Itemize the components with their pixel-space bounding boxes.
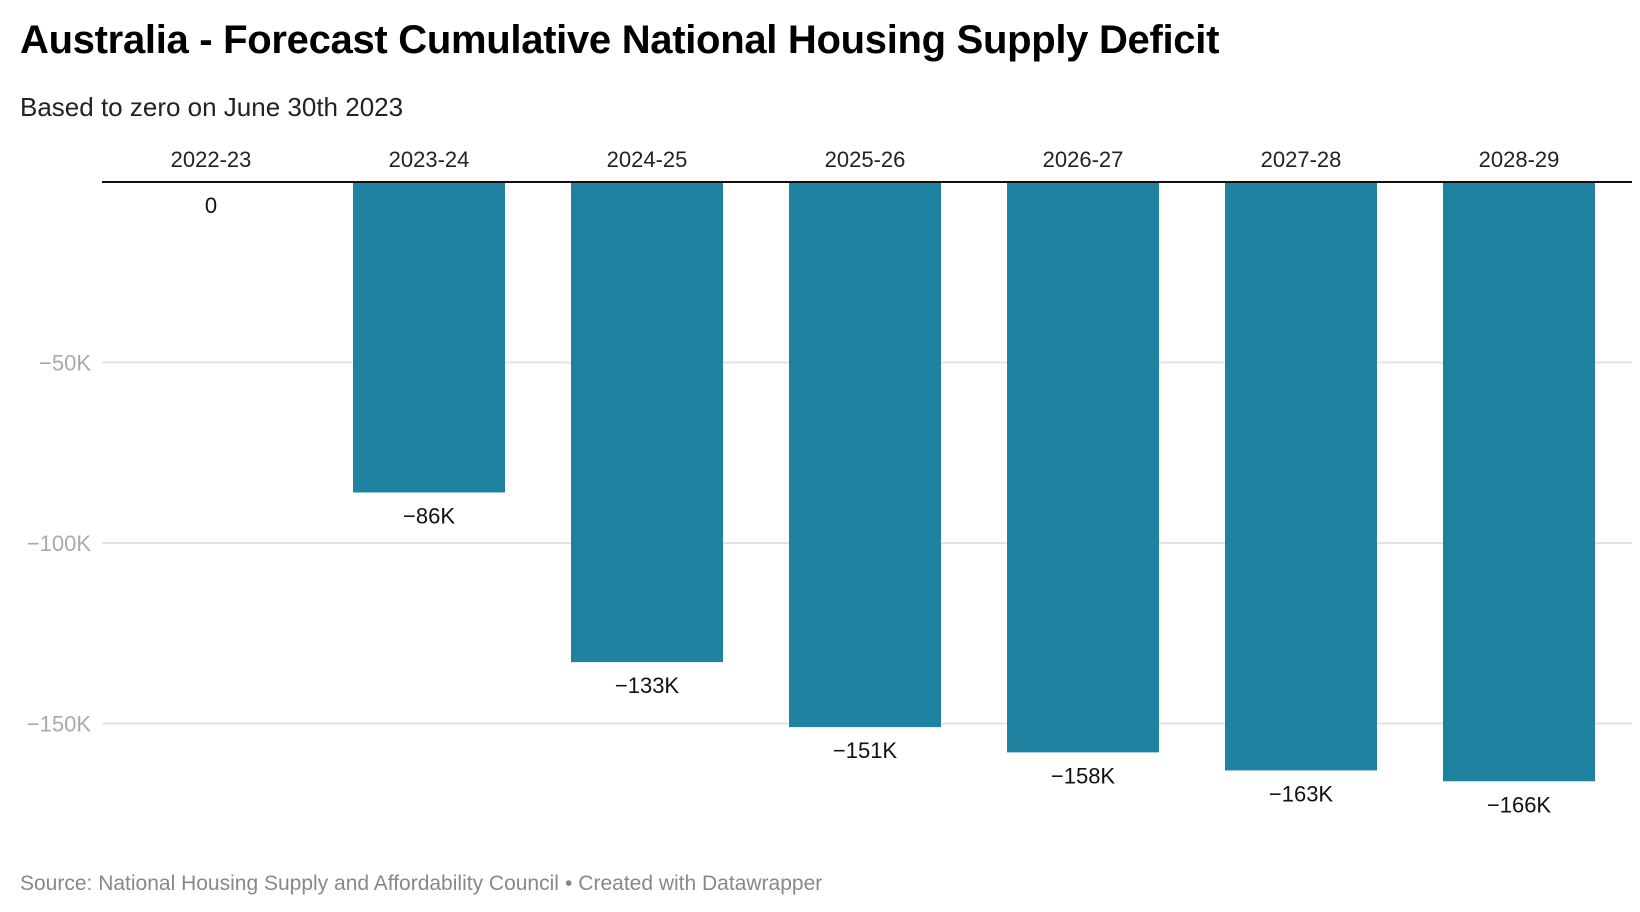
chart-footer: Source: National Housing Supply and Affo… xyxy=(20,872,822,896)
datawrapper-credit[interactable]: Created with Datawrapper xyxy=(578,872,823,895)
value-label: −163K xyxy=(1269,781,1334,806)
bar[interactable] xyxy=(1443,182,1595,782)
category-label: 2025-26 xyxy=(825,147,906,172)
bar[interactable] xyxy=(353,182,505,493)
chart-title: Australia - Forecast Cumulative National… xyxy=(20,18,1220,62)
category-label: 2022-23 xyxy=(171,147,252,172)
value-label: −133K xyxy=(615,673,680,698)
chart-subtitle: Based to zero on June 30th 2023 xyxy=(20,92,404,122)
y-tick-label: −150K xyxy=(27,712,92,737)
bar[interactable] xyxy=(1007,182,1159,753)
category-label: 2023-24 xyxy=(389,147,470,172)
bar[interactable] xyxy=(571,182,723,663)
value-label: −151K xyxy=(833,738,898,763)
category-label: 2026-27 xyxy=(1043,147,1124,172)
bars xyxy=(353,182,1595,782)
category-label: 2027-28 xyxy=(1261,147,1342,172)
value-label: −86K xyxy=(403,503,455,528)
category-axis: 2022-23 2023-24 2024-25 2025-26 2026-27 2027-… xyxy=(102,147,1632,183)
footer-separator: • xyxy=(564,872,573,895)
y-tick-label: −100K xyxy=(27,531,92,556)
category-label: 2024-25 xyxy=(607,147,688,172)
value-label: 0 xyxy=(205,193,217,218)
value-label: −158K xyxy=(1051,763,1116,788)
value-labels: 0 −86K −133K −151K −158K −163K −166K xyxy=(205,193,1552,817)
category-label: 2028-29 xyxy=(1479,147,1560,172)
bar[interactable] xyxy=(789,182,941,728)
y-tick-label: −50K xyxy=(39,351,91,376)
bar[interactable] xyxy=(1225,182,1377,771)
source-note: Source: National Housing Supply and Affo… xyxy=(20,872,559,895)
value-label: −166K xyxy=(1487,792,1552,817)
